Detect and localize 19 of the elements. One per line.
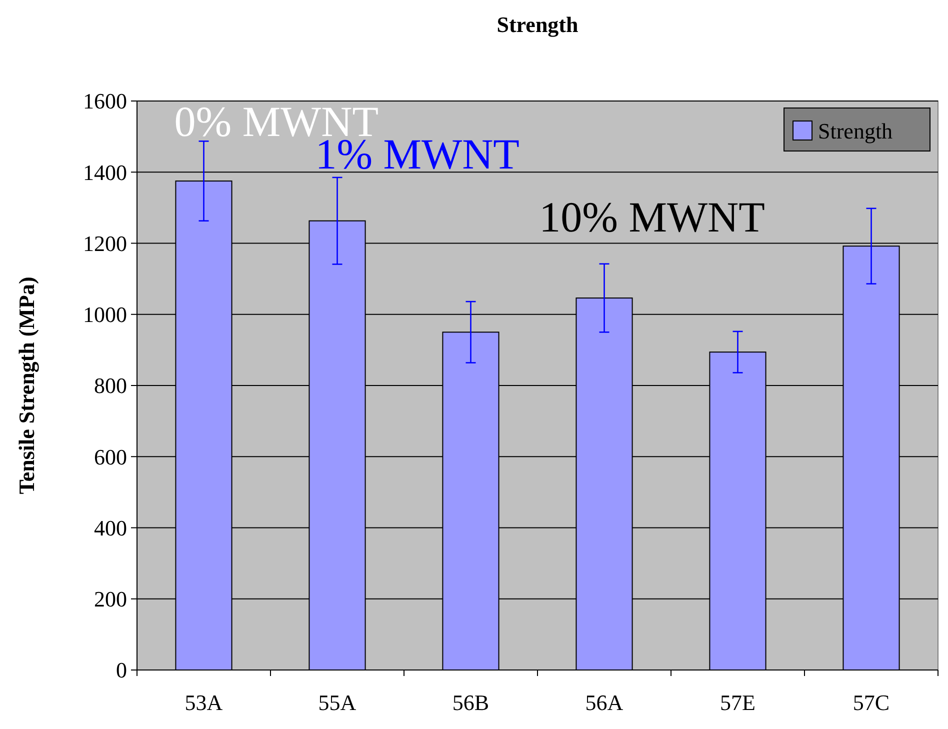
y-tick-label: 800 (94, 373, 127, 398)
x-tick-label: 55A (318, 690, 356, 715)
y-tick-label: 0 (116, 658, 127, 683)
y-tick-label: 200 (94, 586, 127, 612)
x-tick-label: 56B (452, 690, 490, 715)
y-axis-title: Tensile Strength (MPa) (14, 276, 39, 494)
annotation: 10% MWNT (539, 194, 765, 242)
x-tick-label: 53A (184, 690, 223, 715)
y-tick-label: 1400 (83, 160, 127, 185)
y-tick-label: 1600 (83, 88, 127, 114)
y-tick-label: 1200 (83, 230, 127, 256)
x-tick-label: 56A (585, 690, 624, 715)
x-tick-label: 57C (852, 690, 890, 715)
y-tick-label: 600 (94, 444, 127, 470)
y-tick-label: 400 (94, 515, 127, 540)
y-tick-label: 1000 (83, 302, 127, 328)
legend-label: Strength (818, 118, 893, 144)
x-tick-label: 57E (720, 690, 756, 715)
chart-title: Strength (496, 12, 578, 37)
